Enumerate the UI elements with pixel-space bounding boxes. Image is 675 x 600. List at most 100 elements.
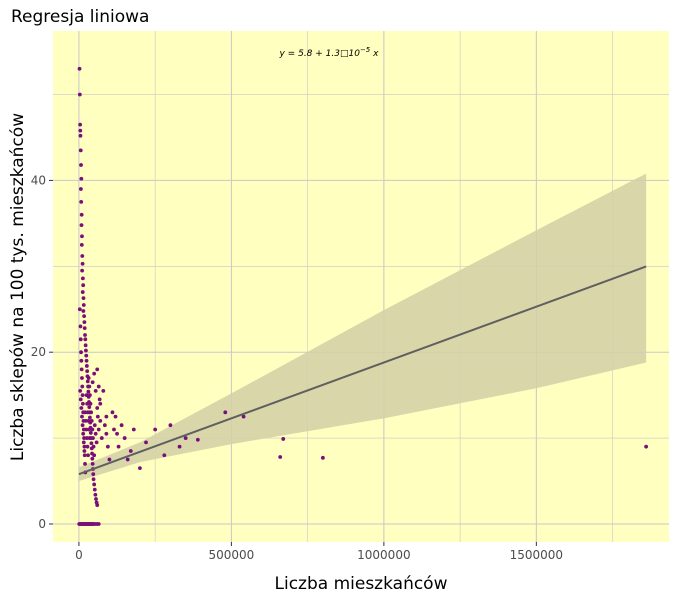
- data-point: [83, 333, 87, 337]
- data-point: [80, 401, 85, 406]
- data-point: [82, 314, 87, 319]
- data-point: [77, 307, 82, 312]
- data-point: [195, 437, 200, 442]
- data-point: [80, 414, 84, 419]
- data-point: [85, 444, 90, 449]
- y-axis-title: Liczba sklepów na 100 tys. mieszkańców: [8, 113, 28, 461]
- data-point: [80, 254, 85, 258]
- data-point: [95, 503, 100, 507]
- data-point: [99, 436, 104, 440]
- x-tick-label: 1500000: [510, 548, 563, 562]
- data-point: [91, 444, 96, 449]
- data-point: [92, 482, 97, 487]
- x-axis-title: Liczba mieszkańców: [275, 574, 448, 594]
- data-point: [95, 367, 100, 372]
- chart-title: Regresja liniowa: [11, 7, 149, 27]
- data-point: [281, 437, 286, 441]
- data-point: [110, 410, 115, 415]
- data-point: [92, 453, 97, 458]
- data-point: [77, 66, 82, 71]
- data-point: [92, 371, 97, 376]
- data-point: [104, 414, 109, 419]
- data-point: [82, 320, 87, 325]
- data-point: [153, 427, 158, 432]
- data-point: [80, 268, 85, 273]
- data-point: [94, 440, 99, 445]
- x-axis-ticks: 0 500000 1000000 1500000: [75, 542, 563, 562]
- data-point: [89, 441, 94, 446]
- data-point: [95, 406, 100, 410]
- regression-equation: y = 5.8 + 1.3□10−5 x: [279, 46, 380, 59]
- data-point: [85, 369, 90, 373]
- data-point: [81, 283, 86, 288]
- data-point: [81, 303, 86, 307]
- data-point: [84, 393, 89, 398]
- data-point: [177, 444, 182, 449]
- data-point: [84, 364, 89, 368]
- data-point: [85, 379, 90, 384]
- data-point: [112, 427, 116, 432]
- data-point: [122, 436, 127, 440]
- data-point: [241, 414, 246, 419]
- data-point: [94, 497, 98, 501]
- data-point: [168, 423, 173, 428]
- data-point: [81, 431, 86, 436]
- equation-text: y = 5.8 + 1.3□10: [279, 49, 361, 59]
- data-point: [93, 388, 98, 393]
- confidence-band: [78, 173, 647, 482]
- data-point: [80, 393, 85, 398]
- data-point: [86, 376, 91, 380]
- data-point: [78, 388, 83, 393]
- data-point: [79, 212, 84, 217]
- data-point: [89, 410, 94, 415]
- data-point: [96, 522, 101, 526]
- data-point: [84, 353, 89, 358]
- data-point: [79, 242, 84, 247]
- data-point: [83, 419, 88, 423]
- data-point: [128, 449, 133, 453]
- data-point: [119, 423, 124, 428]
- data-point: [86, 389, 91, 394]
- data-point: [87, 427, 91, 432]
- data-point: [78, 128, 83, 133]
- data-point: [101, 388, 106, 393]
- y-tick-label: 0: [38, 517, 46, 531]
- data-point: [84, 358, 89, 363]
- data-point: [88, 401, 93, 406]
- data-point: [78, 148, 83, 153]
- y-tick-label: 20: [31, 345, 46, 359]
- data-point: [116, 444, 121, 449]
- equation-exponent: −5: [360, 46, 371, 54]
- data-point: [87, 436, 92, 440]
- data-point: [81, 440, 86, 445]
- data-point: [278, 455, 283, 459]
- data-point: [223, 410, 228, 415]
- data-point: [92, 487, 97, 492]
- x-tick-label: 500000: [208, 548, 254, 562]
- data-point: [81, 296, 86, 300]
- data-point: [80, 423, 85, 428]
- data-point: [81, 309, 86, 313]
- data-point: [98, 419, 103, 423]
- data-point: [162, 453, 167, 458]
- data-point: [87, 405, 92, 410]
- y-tick-label: 40: [31, 173, 46, 187]
- data-point: [78, 337, 83, 342]
- data-point: [84, 436, 89, 440]
- data-point: [90, 427, 95, 432]
- data-point: [91, 436, 95, 440]
- data-point: [80, 276, 85, 281]
- data-point: [84, 427, 89, 432]
- x-tick-label: 1000000: [357, 548, 410, 562]
- data-point: [113, 414, 118, 419]
- data-point: [105, 444, 110, 449]
- data-point: [79, 176, 84, 181]
- data-point: [91, 472, 96, 477]
- data-point: [78, 324, 83, 329]
- data-point: [78, 122, 83, 127]
- data-point: [83, 461, 87, 466]
- data-point: [79, 406, 84, 410]
- data-point: [84, 348, 88, 353]
- data-point: [82, 436, 87, 440]
